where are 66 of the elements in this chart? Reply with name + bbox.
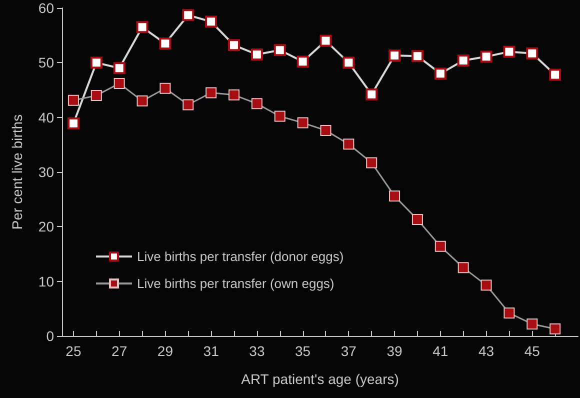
point [182,99,194,110]
x-tick-label: 45 [524,343,540,359]
point [274,110,286,122]
point [504,308,515,319]
point [458,262,469,274]
point [434,240,446,252]
point [550,323,561,334]
y-tick-label: 30 [38,164,54,180]
point [113,62,126,74]
point [67,117,80,130]
x-tick-label: 39 [386,343,403,359]
legend-label: Live births per transfer (own eggs) [137,276,334,291]
x-tick-label: 27 [112,343,128,359]
point [503,46,516,58]
point [411,50,424,62]
y-tick-label: 10 [38,273,54,290]
x-tick-label: 37 [340,343,357,359]
point [228,89,240,100]
y-tick-label: 50 [38,54,54,71]
point [90,90,102,101]
point [434,68,446,80]
y-tick-label: 20 [38,218,54,235]
point [68,94,79,106]
point [342,56,355,69]
point [250,48,263,60]
x-tick-label: 31 [203,343,220,359]
point [296,56,309,68]
point [389,190,400,202]
x-axis-title: ART patient's age (years) [241,371,399,387]
point [274,44,286,56]
point [320,124,332,136]
legend-label: Live births per transfer (donor eggs) [137,249,344,264]
point [182,9,194,22]
point [549,68,562,81]
x-tick-label: 43 [478,343,494,359]
point [136,21,148,34]
point [388,50,401,62]
point [366,157,378,168]
y-axis-title: Per cent live births [9,114,25,230]
point [343,138,354,150]
point [480,280,492,291]
point [297,117,308,128]
y-tick-label: 0 [46,328,54,344]
point [526,47,538,60]
point [206,87,217,98]
point [136,95,148,106]
y-tick-label: 40 [38,109,54,126]
point [90,56,102,69]
x-tick-label: 25 [66,343,82,359]
point [228,39,240,52]
x-tick-label: 41 [432,343,448,359]
point [526,318,538,330]
point [320,34,332,47]
point [205,16,218,28]
point [480,50,492,63]
point [114,78,125,89]
y-tick-label: 60 [38,0,54,16]
point [160,82,171,94]
point [251,98,262,110]
x-tick-label: 33 [249,343,265,359]
point [366,88,378,100]
point [457,54,470,66]
point [159,38,172,50]
x-tick-label: 29 [157,343,174,359]
point [412,214,423,226]
x-tick-label: 35 [295,343,311,359]
